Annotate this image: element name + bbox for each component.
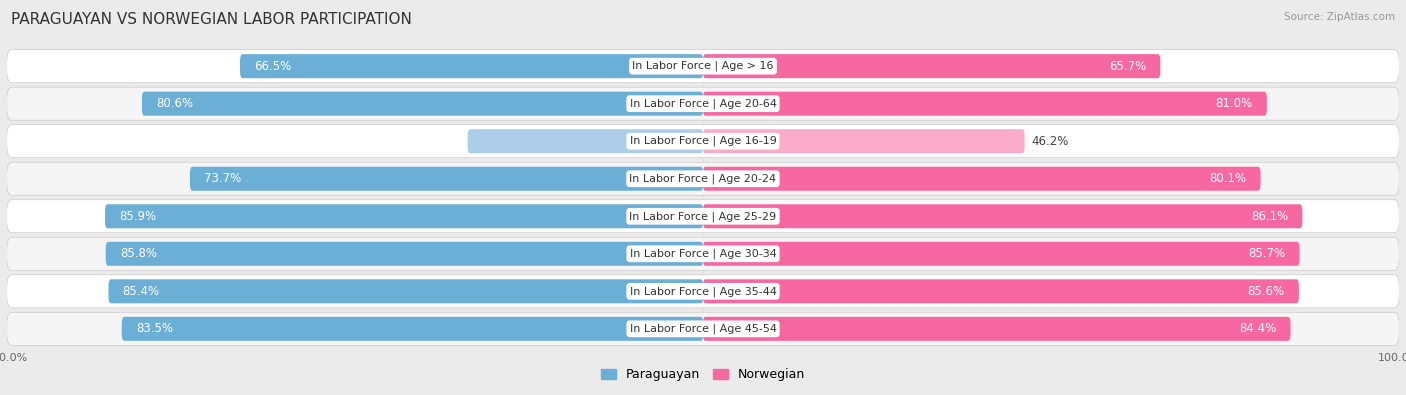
Text: In Labor Force | Age 30-34: In Labor Force | Age 30-34	[630, 248, 776, 259]
FancyBboxPatch shape	[7, 200, 1399, 233]
Text: 33.8%: 33.8%	[710, 135, 747, 148]
Text: 85.8%: 85.8%	[120, 247, 157, 260]
Text: 46.2%: 46.2%	[1032, 135, 1069, 148]
Text: 81.0%: 81.0%	[1216, 97, 1253, 110]
Text: 83.5%: 83.5%	[136, 322, 173, 335]
Text: In Labor Force | Age 45-54: In Labor Force | Age 45-54	[630, 324, 776, 334]
FancyBboxPatch shape	[108, 279, 703, 303]
Text: 73.7%: 73.7%	[204, 172, 242, 185]
Text: In Labor Force | Age > 16: In Labor Force | Age > 16	[633, 61, 773, 71]
FancyBboxPatch shape	[468, 129, 703, 153]
Text: In Labor Force | Age 25-29: In Labor Force | Age 25-29	[630, 211, 776, 222]
FancyBboxPatch shape	[703, 317, 1291, 341]
FancyBboxPatch shape	[7, 237, 1399, 270]
FancyBboxPatch shape	[703, 167, 1261, 191]
Text: In Labor Force | Age 16-19: In Labor Force | Age 16-19	[630, 136, 776, 147]
FancyBboxPatch shape	[7, 87, 1399, 120]
FancyBboxPatch shape	[703, 92, 1267, 116]
FancyBboxPatch shape	[105, 242, 703, 266]
FancyBboxPatch shape	[142, 92, 703, 116]
Text: 85.6%: 85.6%	[1247, 285, 1285, 298]
Text: 80.1%: 80.1%	[1209, 172, 1247, 185]
FancyBboxPatch shape	[7, 50, 1399, 83]
Text: 80.6%: 80.6%	[156, 97, 193, 110]
FancyBboxPatch shape	[7, 125, 1399, 158]
FancyBboxPatch shape	[105, 204, 703, 228]
Text: 65.7%: 65.7%	[1109, 60, 1146, 73]
FancyBboxPatch shape	[190, 167, 703, 191]
Text: 66.5%: 66.5%	[254, 60, 291, 73]
FancyBboxPatch shape	[7, 312, 1399, 345]
FancyBboxPatch shape	[703, 279, 1299, 303]
FancyBboxPatch shape	[703, 242, 1299, 266]
Text: In Labor Force | Age 20-24: In Labor Force | Age 20-24	[630, 173, 776, 184]
FancyBboxPatch shape	[7, 275, 1399, 308]
FancyBboxPatch shape	[703, 129, 1025, 153]
Text: In Labor Force | Age 35-44: In Labor Force | Age 35-44	[630, 286, 776, 297]
FancyBboxPatch shape	[703, 204, 1302, 228]
Text: 84.4%: 84.4%	[1239, 322, 1277, 335]
Text: PARAGUAYAN VS NORWEGIAN LABOR PARTICIPATION: PARAGUAYAN VS NORWEGIAN LABOR PARTICIPAT…	[11, 12, 412, 27]
Text: 86.1%: 86.1%	[1251, 210, 1288, 223]
FancyBboxPatch shape	[240, 54, 703, 78]
Text: 85.9%: 85.9%	[120, 210, 156, 223]
FancyBboxPatch shape	[122, 317, 703, 341]
Text: Source: ZipAtlas.com: Source: ZipAtlas.com	[1284, 12, 1395, 22]
Text: 85.7%: 85.7%	[1249, 247, 1285, 260]
FancyBboxPatch shape	[703, 54, 1160, 78]
Text: 85.4%: 85.4%	[122, 285, 160, 298]
Text: In Labor Force | Age 20-64: In Labor Force | Age 20-64	[630, 98, 776, 109]
FancyBboxPatch shape	[7, 162, 1399, 195]
Legend: Paraguayan, Norwegian: Paraguayan, Norwegian	[596, 363, 810, 386]
